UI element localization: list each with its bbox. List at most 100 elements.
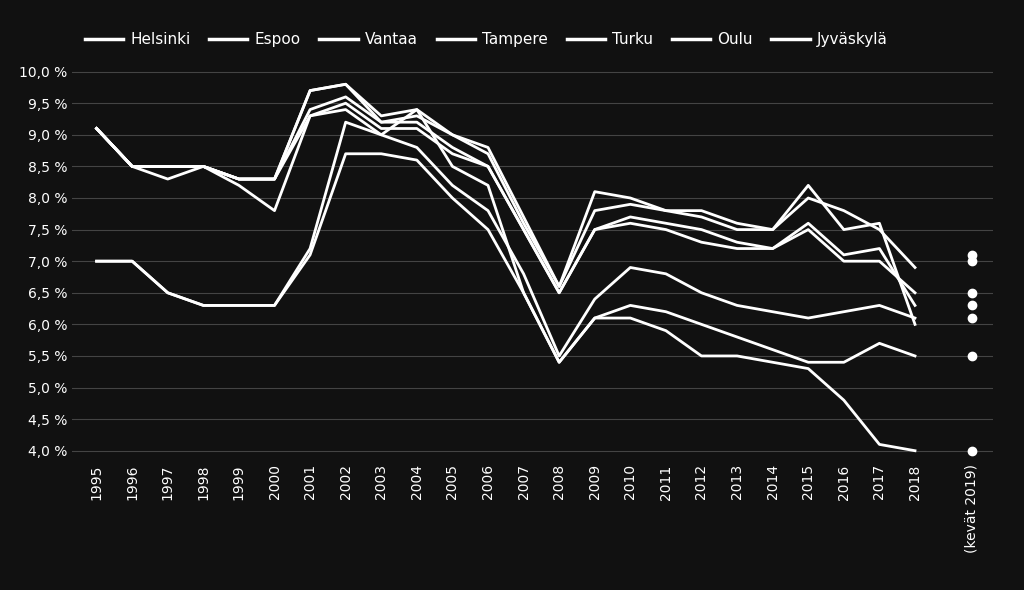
Jyväskylä <box>411 106 423 113</box>
Espoo <box>731 333 743 340</box>
Turku <box>659 219 672 227</box>
Vantaa <box>232 302 245 309</box>
Turku <box>126 163 138 170</box>
Vantaa <box>268 302 281 309</box>
Espoo <box>340 150 352 158</box>
Oulu <box>446 132 459 139</box>
Espoo <box>695 321 708 328</box>
Jyväskylä <box>375 112 387 119</box>
Line: Espoo: Espoo <box>96 154 915 362</box>
Helsinki <box>589 314 601 322</box>
Helsinki <box>802 365 814 372</box>
Espoo <box>909 352 922 359</box>
Line: Helsinki: Helsinki <box>96 110 915 451</box>
Helsinki <box>90 125 102 132</box>
Tampere <box>411 125 423 132</box>
Tampere <box>304 112 316 119</box>
Jyväskylä <box>625 195 637 202</box>
Helsinki <box>411 106 423 113</box>
Oulu <box>304 87 316 94</box>
Vantaa <box>340 119 352 126</box>
Vantaa <box>304 245 316 252</box>
Oulu <box>126 163 138 170</box>
Jyväskylä <box>695 207 708 214</box>
Vantaa <box>731 302 743 309</box>
Turku <box>553 289 565 296</box>
Espoo <box>375 150 387 158</box>
Jyväskylä <box>767 226 779 233</box>
Turku <box>802 219 814 227</box>
Helsinki <box>198 163 210 170</box>
Vantaa <box>659 270 672 277</box>
Helsinki <box>838 396 850 404</box>
Turku <box>411 119 423 126</box>
Oulu <box>695 214 708 221</box>
Tampere <box>340 100 352 107</box>
Espoo <box>625 302 637 309</box>
Turku <box>731 239 743 246</box>
Helsinki <box>659 327 672 334</box>
Helsinki <box>909 447 922 454</box>
Turku <box>268 175 281 182</box>
Espoo <box>232 302 245 309</box>
Turku <box>767 245 779 252</box>
Jyväskylä <box>553 283 565 290</box>
Oulu <box>198 163 210 170</box>
Jyväskylä <box>90 125 102 132</box>
Vantaa <box>517 270 529 277</box>
Helsinki <box>625 314 637 322</box>
Jyväskylä <box>659 207 672 214</box>
Oulu <box>589 207 601 214</box>
Vantaa <box>446 182 459 189</box>
Tampere <box>625 219 637 227</box>
Oulu <box>268 175 281 182</box>
Tampere <box>909 289 922 296</box>
Espoo <box>802 359 814 366</box>
Vantaa <box>162 289 174 296</box>
Turku <box>873 245 886 252</box>
Espoo <box>446 195 459 202</box>
Turku <box>909 302 922 309</box>
Helsinki <box>232 182 245 189</box>
Tampere <box>731 245 743 252</box>
Oulu <box>411 112 423 119</box>
Turku <box>482 163 495 170</box>
Legend: Helsinki, Espoo, Vantaa, Tampere, Turku, Oulu, Jyväskylä: Helsinki, Espoo, Vantaa, Tampere, Turku,… <box>85 32 888 47</box>
Jyväskylä <box>126 163 138 170</box>
Jyväskylä <box>198 163 210 170</box>
Espoo <box>873 340 886 347</box>
Espoo <box>90 258 102 265</box>
Helsinki <box>731 352 743 359</box>
Vantaa <box>873 302 886 309</box>
Tampere <box>482 163 495 170</box>
Tampere <box>232 175 245 182</box>
Line: Oulu: Oulu <box>96 84 915 324</box>
Oulu <box>517 219 529 227</box>
Jyväskylä <box>446 132 459 139</box>
Jyväskylä <box>873 226 886 233</box>
Jyväskylä <box>340 81 352 88</box>
Tampere <box>553 289 565 296</box>
Vantaa <box>411 144 423 151</box>
Turku <box>695 226 708 233</box>
Tampere <box>589 226 601 233</box>
Jyväskylä <box>589 188 601 195</box>
Espoo <box>304 251 316 258</box>
Espoo <box>198 302 210 309</box>
Oulu <box>553 283 565 290</box>
Oulu <box>873 219 886 227</box>
Helsinki <box>268 207 281 214</box>
Oulu <box>625 201 637 208</box>
Helsinki <box>482 182 495 189</box>
Oulu <box>162 163 174 170</box>
Jyväskylä <box>162 163 174 170</box>
Line: Jyväskylä: Jyväskylä <box>96 84 915 287</box>
Tampere <box>162 163 174 170</box>
Turku <box>198 163 210 170</box>
Turku <box>232 175 245 182</box>
Jyväskylä <box>838 207 850 214</box>
Vantaa <box>553 352 565 359</box>
Vantaa <box>838 308 850 315</box>
Oulu <box>482 150 495 158</box>
Helsinki <box>340 106 352 113</box>
